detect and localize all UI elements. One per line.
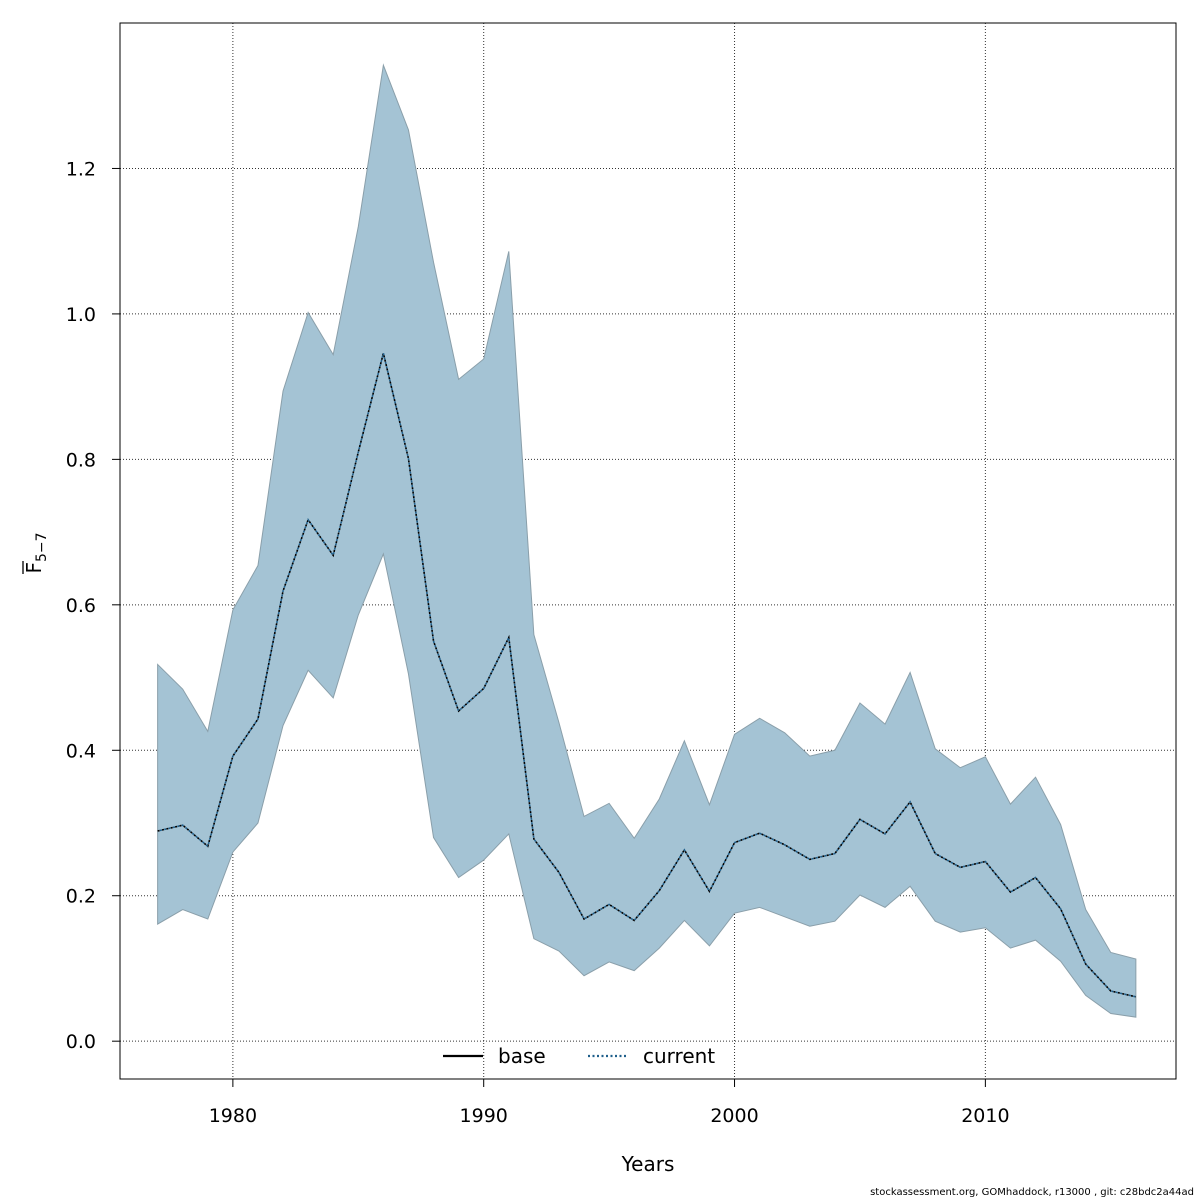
y-axis: 0.0 0.2 0.4 0.6 0.8 1.0 1.2 [66, 158, 120, 1053]
confidence-band [157, 63, 1137, 1018]
y-axis-title-subscript: 5−7 [34, 532, 50, 562]
y-tick-label-0.0: 0.0 [66, 1031, 96, 1053]
footer-credit: stockassessment.org, GOMhaddock, r13000 … [870, 1187, 1194, 1198]
x-tick-label-2010: 2010 [961, 1105, 1009, 1127]
confidence-band-group [157, 63, 1137, 1018]
series-line-base [157, 352, 1137, 998]
svg-text:F5−7: F5−7 [22, 532, 50, 573]
legend-label-base: base [498, 1044, 546, 1068]
y-tick-label-0.4: 0.4 [66, 740, 96, 762]
x-tick-label-1980: 1980 [209, 1105, 257, 1127]
y-axis-title: F5−7 [22, 532, 50, 573]
x-axis-title: Years [621, 1152, 675, 1176]
series-line-current [157, 352, 1137, 998]
x-tick-label-1990: 1990 [460, 1105, 508, 1127]
legend: base current [443, 1044, 715, 1068]
x-tick-label-2000: 2000 [710, 1105, 758, 1127]
y-axis-title-main: F [22, 562, 46, 574]
x-axis: 1980 1990 2000 2010 [209, 1079, 1010, 1127]
y-tick-label-0.2: 0.2 [66, 886, 96, 908]
plot-frame [119, 22, 1177, 1080]
y-tick-label-1.0: 1.0 [66, 304, 96, 326]
y-tick-label-0.8: 0.8 [66, 449, 96, 471]
y-tick-label-0.6: 0.6 [66, 595, 96, 617]
series-lines [157, 352, 1137, 998]
legend-label-current: current [643, 1044, 715, 1068]
y-tick-label-1.2: 1.2 [66, 158, 96, 180]
